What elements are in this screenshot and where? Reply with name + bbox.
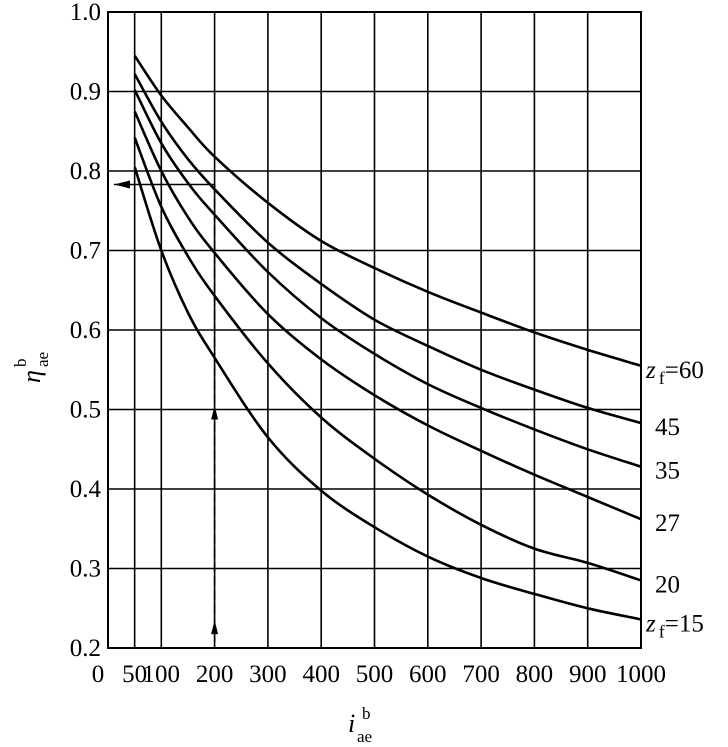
series-label: 20 bbox=[655, 571, 680, 598]
x-tick-label: 1000 bbox=[616, 661, 666, 688]
y-tick-label: 0.5 bbox=[70, 397, 101, 424]
x-tick-label: 700 bbox=[462, 661, 500, 688]
series-line bbox=[133, 110, 642, 521]
y-tick-label: 1.0 bbox=[70, 0, 101, 26]
series-label: 35 bbox=[655, 458, 680, 485]
x-axis-label-sub: ae bbox=[357, 727, 372, 746]
x-tick-label: 800 bbox=[516, 661, 554, 688]
x-tick-label: 100 bbox=[143, 661, 181, 688]
up-arrow-head bbox=[211, 405, 219, 420]
x-axis-label-main: i bbox=[348, 709, 355, 738]
plot-frame bbox=[107, 11, 642, 649]
x-tick-label: 500 bbox=[356, 661, 394, 688]
y-axis-label-main: η bbox=[17, 370, 46, 383]
y-tick-label: 0.2 bbox=[70, 635, 101, 662]
series-label: z f=60 bbox=[645, 357, 704, 388]
x-tick-label: 900 bbox=[569, 661, 607, 688]
up-arrow-head bbox=[211, 620, 219, 635]
axes-frame bbox=[107, 11, 642, 649]
y-tick-label: 0.7 bbox=[70, 238, 101, 265]
series-line bbox=[133, 137, 642, 582]
y-tick-label: 0.3 bbox=[70, 556, 101, 583]
x-axis-label-sup: b bbox=[362, 704, 371, 723]
annotations bbox=[114, 180, 219, 644]
series-line bbox=[133, 89, 642, 468]
y-axis-label: η b ae bbox=[11, 352, 52, 383]
series-lines bbox=[133, 54, 642, 621]
series-label: 27 bbox=[655, 510, 680, 537]
left-arrow-head bbox=[114, 180, 130, 189]
series-line bbox=[133, 73, 642, 425]
series-line bbox=[133, 166, 642, 621]
series-label: z f=15 bbox=[645, 610, 704, 641]
y-axis-label-sup: b bbox=[11, 359, 30, 368]
x-tick-label: 400 bbox=[302, 661, 340, 688]
grid bbox=[108, 12, 641, 648]
y-tick-labels: 0.2 0.3 0.4 0.5 0.6 0.7 0.8 0.9 1.0 bbox=[70, 0, 102, 662]
y-tick-label: 0.6 bbox=[70, 317, 101, 344]
series-line bbox=[133, 54, 642, 368]
x-tick-label: 600 bbox=[409, 661, 447, 688]
x-tick-label: 200 bbox=[196, 661, 234, 688]
series-labels: z f=60 45 35 27 20 z f=15 bbox=[645, 357, 704, 642]
y-tick-label: 0.9 bbox=[70, 79, 101, 106]
x-tick-label: 0 bbox=[92, 661, 105, 688]
y-tick-label: 0.4 bbox=[70, 476, 102, 503]
x-tick-label: 50 bbox=[122, 661, 147, 688]
y-axis-label-sub: ae bbox=[33, 352, 52, 367]
x-axis-label: i b ae bbox=[348, 704, 372, 746]
x-tick-label: 300 bbox=[249, 661, 287, 688]
y-tick-label: 0.8 bbox=[70, 158, 101, 185]
series-label: 45 bbox=[655, 414, 680, 441]
